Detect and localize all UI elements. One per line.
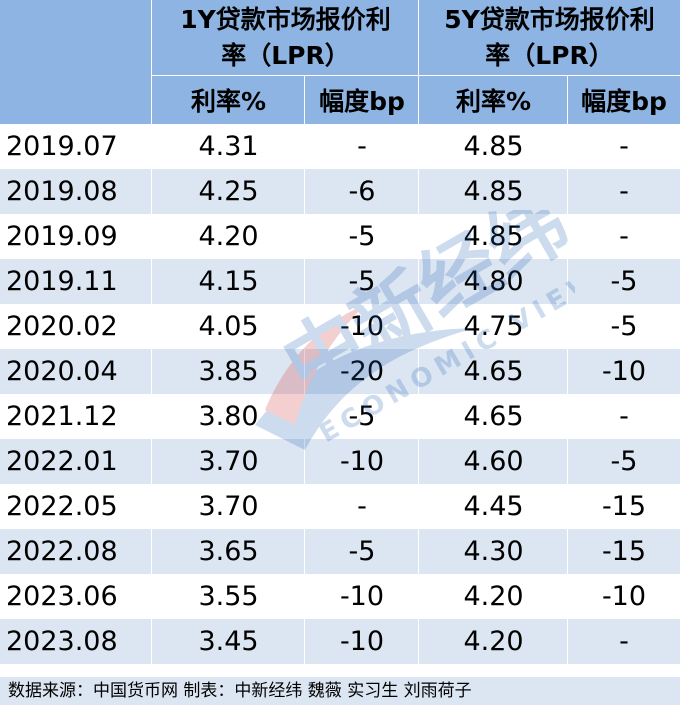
cell-1y-bp: -6 — [348, 176, 376, 207]
cell-date: 2020.04 — [6, 356, 118, 387]
cell-1y-rate: 3.65 — [198, 536, 259, 567]
cell-1y-bp: -10 — [339, 446, 385, 477]
header-1y-rate: 利率% — [152, 75, 305, 124]
table-row: 2022.05 3.70 - 4.45 -15 — [0, 484, 680, 529]
grid-divider — [0, 124, 680, 125]
cell-5y-rate: 4.30 — [463, 536, 524, 567]
cell-1y-rate: 4.20 — [198, 221, 259, 252]
cell-date: 2022.01 — [6, 446, 118, 477]
cell-5y-bp: - — [619, 626, 629, 657]
cell-5y-rate: 4.80 — [463, 266, 524, 297]
cell-1y-bp: -5 — [348, 536, 376, 567]
grid-divider — [418, 0, 419, 664]
cell-1y-rate: 3.45 — [198, 626, 259, 657]
cell-5y-bp: - — [619, 221, 629, 252]
table-row: 2022.01 3.70 -10 4.60 -5 — [0, 439, 680, 484]
table-row: 2019.11 4.15 -5 4.80 -5 — [0, 259, 680, 304]
cell-5y-bp: -15 — [601, 536, 647, 567]
cell-1y-rate: 3.80 — [198, 401, 259, 432]
cell-date: 2019.11 — [6, 266, 118, 297]
cell-date: 2022.05 — [6, 491, 118, 522]
header-5y-line2: 率（LPR） — [485, 40, 614, 70]
table-row: 2023.06 3.55 -10 4.20 -10 — [0, 574, 680, 619]
cell-5y-rate: 4.85 — [463, 221, 524, 252]
grid-divider — [151, 0, 152, 664]
cell-date: 2023.06 — [6, 581, 118, 612]
cell-5y-bp: -5 — [610, 266, 638, 297]
cell-date: 2019.07 — [6, 131, 118, 162]
cell-date: 2023.08 — [6, 626, 118, 657]
cell-date: 2019.09 — [6, 221, 118, 252]
table-row: 2019.09 4.20 -5 4.85 - — [0, 214, 680, 259]
header-1y-line2: 率（LPR） — [221, 40, 350, 70]
header-1y-line1: 1Y贷款市场报价利 — [180, 4, 391, 34]
cell-5y-rate: 4.85 — [463, 176, 524, 207]
header-5y-bp: 幅度bp — [568, 75, 680, 124]
header-5y-lpr: 5Y贷款市场报价利 率（LPR） — [419, 0, 680, 75]
cell-5y-bp: -10 — [601, 581, 647, 612]
cell-5y-rate: 4.65 — [463, 401, 524, 432]
cell-1y-rate: 4.31 — [198, 131, 259, 162]
grid-divider — [304, 75, 305, 664]
table-row: 2020.02 4.05 -10 4.75 -5 — [0, 304, 680, 349]
cell-5y-rate: 4.65 — [463, 356, 524, 387]
cell-5y-rate: 4.75 — [463, 311, 524, 342]
header-corner — [0, 0, 152, 124]
cell-5y-bp: - — [619, 131, 629, 162]
cell-5y-bp: - — [619, 176, 629, 207]
cell-1y-rate: 4.05 — [198, 311, 259, 342]
cell-1y-bp: -10 — [339, 626, 385, 657]
table-row: 2019.07 4.31 - 4.85 - — [0, 124, 680, 169]
cell-date: 2021.12 — [6, 401, 118, 432]
cell-1y-rate: 3.85 — [198, 356, 259, 387]
cell-5y-bp: -5 — [610, 446, 638, 477]
source-note: 数据来源：中国货币网 制表：中新经纬 魏薇 实习生 刘雨荷子 — [8, 681, 472, 701]
header-5y-line1: 5Y贷款市场报价利 — [444, 4, 655, 34]
source-footer: 数据来源：中国货币网 制表：中新经纬 魏薇 实习生 刘雨荷子 — [0, 677, 680, 705]
table-row: 2020.04 3.85 -20 4.65 -10 — [0, 349, 680, 394]
cell-5y-rate: 4.20 — [463, 626, 524, 657]
cell-1y-bp: -10 — [339, 311, 385, 342]
cell-5y-bp: - — [619, 401, 629, 432]
cell-1y-rate: 4.15 — [198, 266, 259, 297]
cell-1y-bp: -20 — [339, 356, 385, 387]
cell-1y-bp: - — [357, 491, 367, 522]
table-row: 2021.12 3.80 -5 4.65 - — [0, 394, 680, 439]
cell-5y-bp: -10 — [601, 356, 647, 387]
cell-1y-bp: -10 — [339, 581, 385, 612]
cell-1y-bp: -5 — [348, 221, 376, 252]
cell-date: 2020.02 — [6, 311, 118, 342]
cell-5y-bp: -5 — [610, 311, 638, 342]
cell-5y-rate: 4.45 — [463, 491, 524, 522]
grid-divider — [152, 75, 680, 76]
cell-1y-rate: 3.70 — [198, 446, 259, 477]
table-row: 2019.08 4.25 -6 4.85 - — [0, 169, 680, 214]
cell-1y-bp: -5 — [348, 401, 376, 432]
cell-1y-rate: 3.55 — [198, 581, 259, 612]
cell-1y-rate: 4.25 — [198, 176, 259, 207]
header-5y-rate: 利率% — [419, 75, 568, 124]
cell-1y-bp: -5 — [348, 266, 376, 297]
cell-date: 2019.08 — [6, 176, 118, 207]
cell-5y-bp: -15 — [601, 491, 647, 522]
table-row: 2022.08 3.65 -5 4.30 -15 — [0, 529, 680, 574]
grid-divider — [567, 75, 568, 664]
cell-date: 2022.08 — [6, 536, 118, 567]
cell-5y-rate: 4.85 — [463, 131, 524, 162]
table-row: 2023.08 3.45 -10 4.20 - — [0, 619, 680, 664]
cell-1y-bp: - — [357, 131, 367, 162]
header-1y-lpr: 1Y贷款市场报价利 率（LPR） — [152, 0, 419, 75]
header-1y-bp: 幅度bp — [305, 75, 419, 124]
cell-5y-rate: 4.20 — [463, 581, 524, 612]
cell-1y-rate: 3.70 — [198, 491, 259, 522]
cell-5y-rate: 4.60 — [463, 446, 524, 477]
